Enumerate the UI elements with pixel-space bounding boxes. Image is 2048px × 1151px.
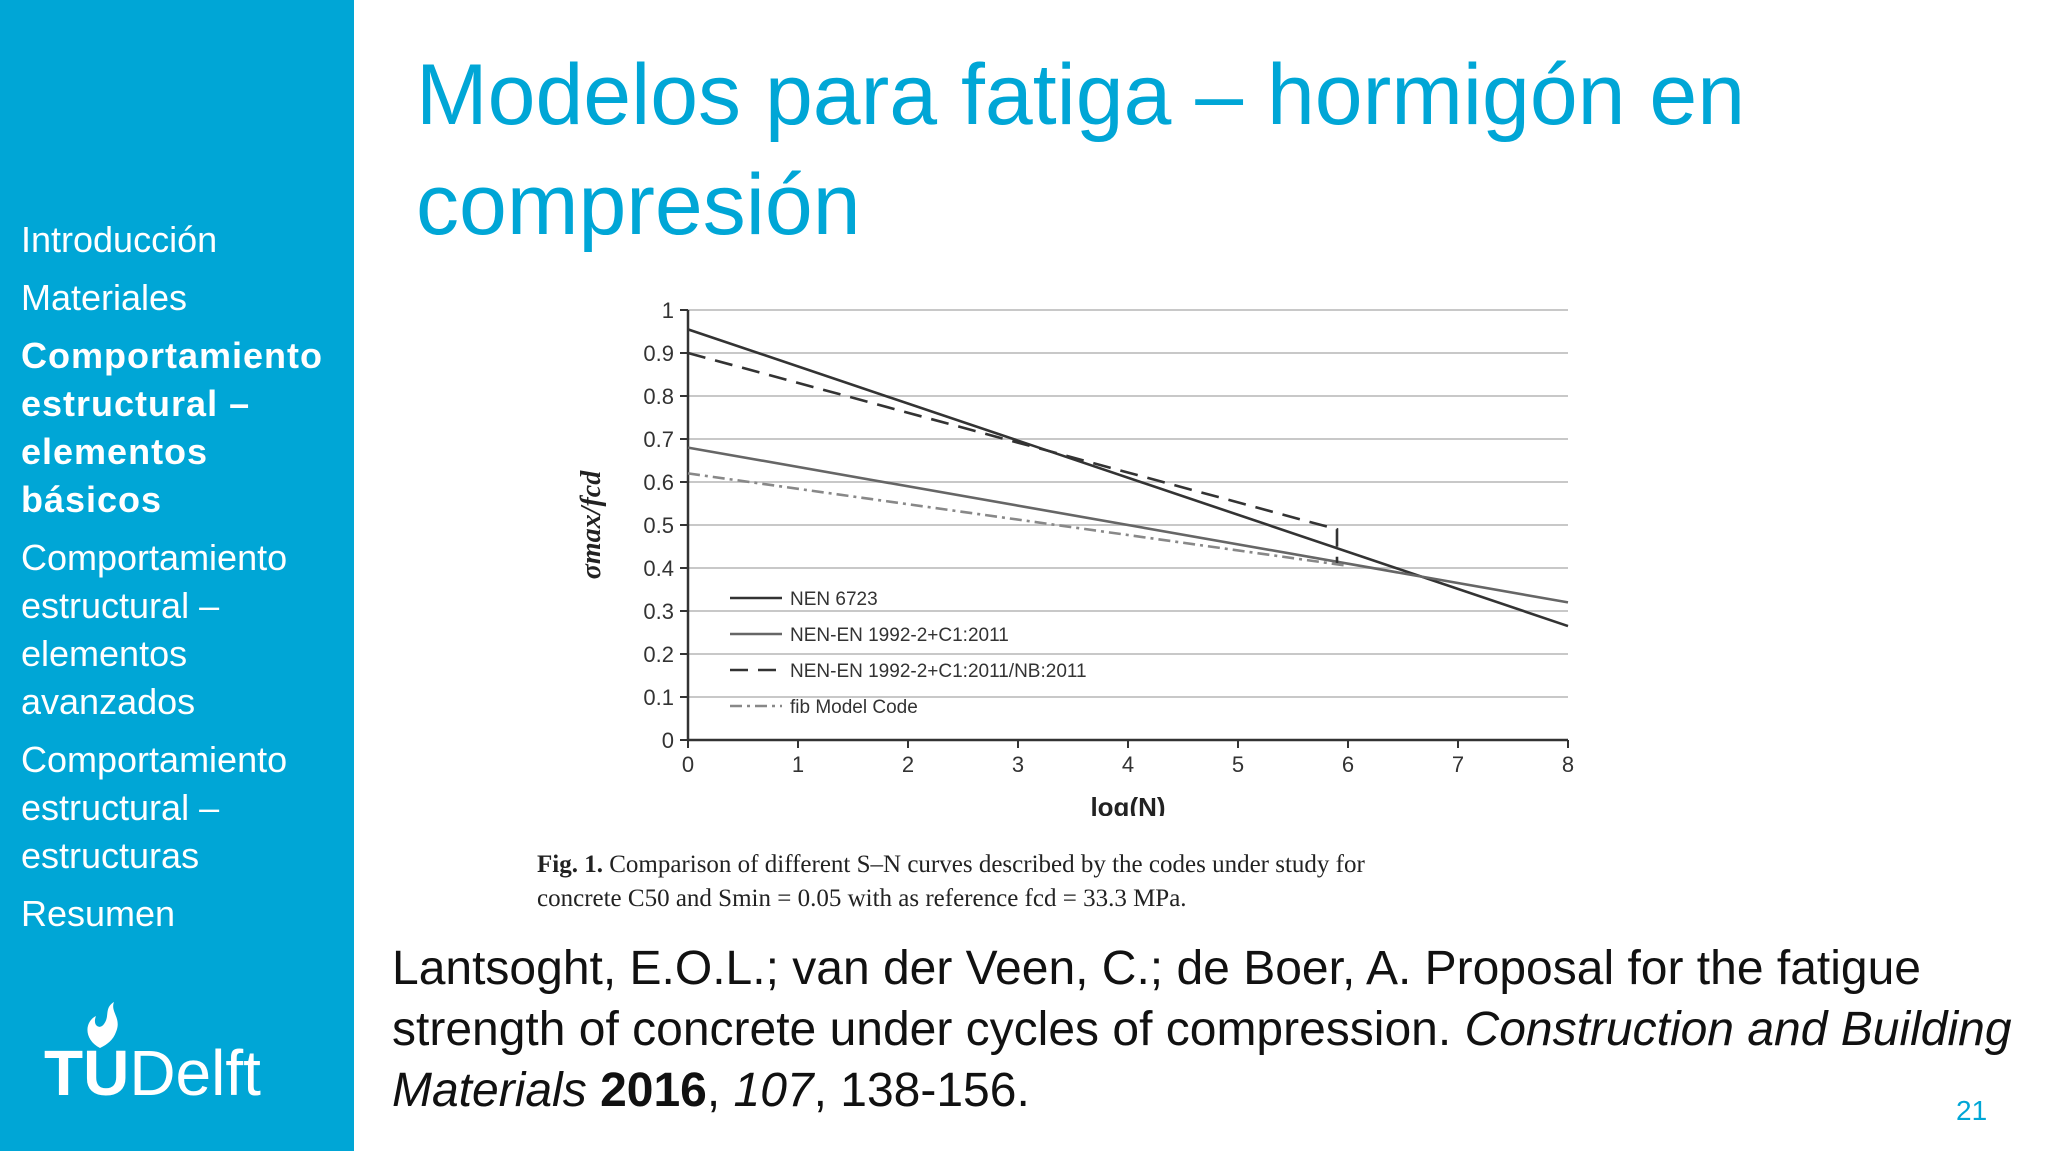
nav-item-elementos-avanzados[interactable]: Comportamiento estructural – elementos a… bbox=[21, 537, 288, 722]
tudelft-logo: TUDelft bbox=[44, 1000, 304, 1110]
caption-label: Fig. 1. bbox=[537, 851, 603, 878]
reference-sep1 bbox=[587, 1064, 600, 1117]
tick-label-x-0: 0 bbox=[682, 752, 694, 777]
tick-label-y-3: 0.3 bbox=[643, 599, 674, 624]
section-nav: Introducción Materiales Comportamiento e… bbox=[21, 216, 351, 948]
series-line-1 bbox=[687, 446, 1569, 604]
slide-title: Modelos para fatiga – hormigón en compre… bbox=[416, 47, 1746, 253]
tick-label-y-2: 0.2 bbox=[643, 642, 674, 667]
nav-item-materiales[interactable]: Materiales bbox=[21, 277, 188, 318]
tick-label-x-7: 7 bbox=[1452, 752, 1464, 777]
tick-label-y-4: 0.4 bbox=[643, 556, 674, 581]
tick-label-y-9: 0.9 bbox=[643, 341, 674, 366]
logo-delft: Delft bbox=[129, 1037, 261, 1109]
flame-icon bbox=[87, 1002, 118, 1048]
tick-label-y-5: 0.5 bbox=[643, 513, 674, 538]
tick-label-x-3: 3 bbox=[1012, 752, 1024, 777]
tick-label-x-4: 4 bbox=[1122, 752, 1134, 777]
tick-label-y-6: 0.6 bbox=[643, 470, 674, 495]
chart-axes bbox=[680, 309, 1569, 748]
reference-journal: Construction and Building Materials bbox=[392, 1003, 2012, 1117]
tick-label-x-8: 8 bbox=[1562, 752, 1574, 777]
tick-label-x-6: 6 bbox=[1342, 752, 1354, 777]
nav-item-estructuras[interactable]: Comportamiento estructural – estructuras bbox=[21, 739, 288, 876]
series-line-2 bbox=[687, 351, 1339, 564]
caption-line1: Comparison of different S–N curves descr… bbox=[609, 851, 1365, 878]
reference-volume: 107 bbox=[733, 1064, 814, 1117]
tick-label-x-2: 2 bbox=[902, 752, 914, 777]
y-axis-label: σmax/fcd bbox=[576, 470, 607, 579]
legend-label-2: NEN-EN 1992-2+C1:2011/NB:2011 bbox=[790, 661, 1087, 682]
figure-caption: Fig. 1. Comparison of different S–N curv… bbox=[537, 848, 1737, 916]
nav-item-elementos-basicos[interactable]: Comportamiento estructural – elementos b… bbox=[21, 335, 323, 520]
nav-item-introduccion[interactable]: Introducción bbox=[21, 219, 218, 260]
series-line-0 bbox=[687, 328, 1569, 628]
sn-curve-chart: NEN 6723 NEN-EN 1992-2+C1:2011 NEN-EN 1992… bbox=[560, 286, 1600, 822]
legend-label-3: fib Model Code bbox=[790, 697, 918, 718]
tick-label-x-1: 1 bbox=[792, 752, 804, 777]
reference-year: 2016 bbox=[600, 1064, 707, 1117]
chart-svg: NEN 6723 NEN-EN 1992-2+C1:2011 NEN-EN 1992… bbox=[576, 298, 1574, 822]
logo-wordmark: TUDelft bbox=[44, 1038, 261, 1108]
legend-label-1: NEN-EN 1992-2+C1:2011 bbox=[790, 625, 1009, 646]
tick-label-y-1: 0.1 bbox=[643, 685, 674, 710]
reference-citation: Lantsoght, E.O.L.; van der Veen, C.; de … bbox=[392, 938, 2042, 1121]
tick-label-x-5: 5 bbox=[1232, 752, 1244, 777]
chart-labels: 0 0.1 0.2 0.3 0.4 0.5 0.6 0.7 0.8 0.9 1 0 1 2 3 4 5 6 7 8 lo… bbox=[576, 298, 1574, 822]
tick-label-y-0: 0 bbox=[662, 728, 674, 753]
tick-label-y-8: 0.8 bbox=[643, 384, 674, 409]
nav-item-resumen[interactable]: Resumen bbox=[21, 893, 176, 934]
tick-label-y-7: 0.7 bbox=[643, 427, 674, 452]
chart-legend: NEN 6723 NEN-EN 1992-2+C1:2011 NEN-EN 1992… bbox=[730, 589, 1087, 718]
caption-line2: concrete C50 and Smin = 0.05 with as ref… bbox=[537, 885, 1187, 912]
reference-pages: , 138-156. bbox=[813, 1064, 1030, 1117]
reference-authors: Lantsoght, E.O.L.; van der Veen, C.; de … bbox=[392, 942, 1921, 1056]
sidebar: Introducción Materiales Comportamiento e… bbox=[0, 0, 354, 1151]
tick-label-y-10: 1 bbox=[662, 298, 674, 323]
reference-sep2: , bbox=[706, 1064, 734, 1117]
logo-tu: TU bbox=[44, 1037, 130, 1109]
page-number: 21 bbox=[1956, 1095, 1988, 1126]
legend-label-0: NEN 6723 bbox=[790, 589, 878, 610]
series-line-3 bbox=[687, 472, 1349, 568]
x-axis-label: log(N) bbox=[1090, 792, 1165, 816]
chart-series bbox=[687, 328, 1569, 628]
